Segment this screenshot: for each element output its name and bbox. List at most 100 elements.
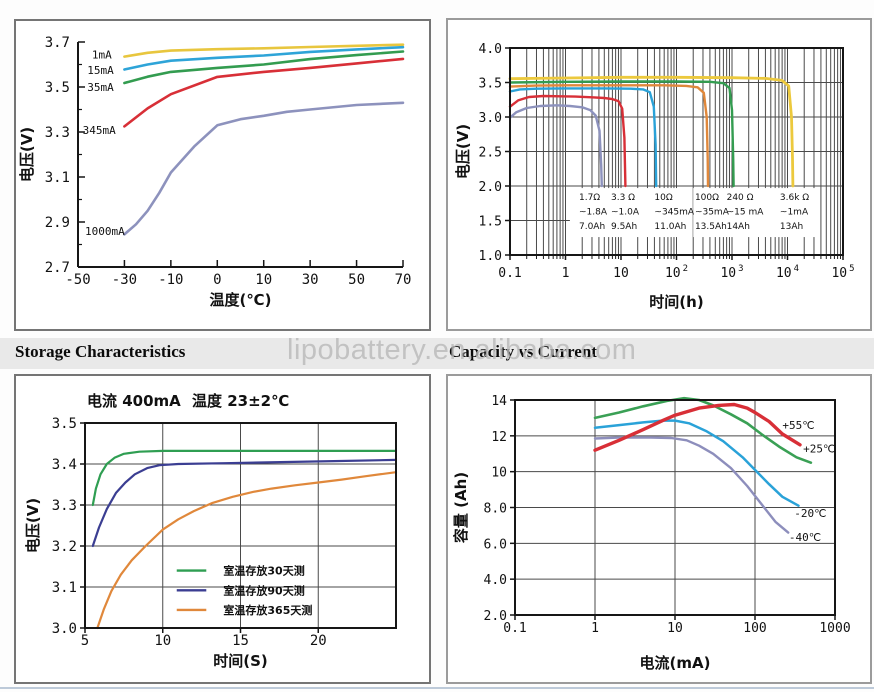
x-tick-label: 1 <box>591 621 599 636</box>
series-10Ω ~345mA <box>508 87 658 188</box>
series-1.7Ω ~1.8A <box>508 104 604 188</box>
annotation-text: ~15 mA <box>727 207 765 217</box>
series-3.3Ω ~1.0A <box>508 94 627 188</box>
x-tick-label: 1000 <box>819 621 850 636</box>
x-axis-title: 时间(h) <box>649 293 703 311</box>
y-tick-label: 8.0 <box>484 502 507 517</box>
series-15mA <box>123 45 405 71</box>
chart-discharge-time: 0.1 1 10 10 2 10 3 10 4 10 5 4.0 3.5 3.0 2.5 2.0 1.5 1.0 时… <box>454 42 855 311</box>
annotation-text: 3.6k Ω <box>780 193 809 203</box>
annotation-text: 100Ω <box>695 193 719 203</box>
series-label-35mA: 35mA <box>87 81 114 94</box>
series-240Ω ~15mA <box>508 80 735 188</box>
series-+55℃ <box>593 402 802 452</box>
series-label-+25℃: +25℃ <box>803 442 835 455</box>
y-tick-label: 14 <box>491 394 507 409</box>
chart-title-left: 电流 400mA <box>87 392 181 410</box>
chart-box-storage-characteristics: 5 10 15 20 3.5 3.4 3.3 3.2 3.1 3.0 时间(S) 电压(V) 室温存放3… <box>14 374 431 684</box>
y-axis-title: 电压(V) <box>454 124 472 179</box>
annotation-text: 7.0Ah <box>579 222 605 232</box>
y-axis-title: 电压(V) <box>18 127 36 182</box>
y-axis-title: 电压(V) <box>24 498 42 553</box>
bottom-divider <box>0 687 874 689</box>
x-axis-title: 温度(℃) <box>210 291 272 309</box>
annotation-backdrop <box>693 188 817 238</box>
chart-voltage-vs-temperature: -50 -30 -10 0 10 30 50 70 3.7 3.5 3.3 3.1 2.9 2.7 温度(℃… <box>18 35 411 309</box>
x-tick-label: -10 <box>158 272 183 288</box>
x-tick-label: 10 <box>613 266 629 281</box>
series-35mA <box>123 50 405 85</box>
series-label-15mA: 15mA <box>87 64 114 77</box>
x-tick-label: -50 <box>65 272 90 288</box>
x-tick-label: 100 <box>743 621 766 636</box>
annotation-text: 3.3 Ω <box>611 193 635 203</box>
y-tick-label: 3.0 <box>52 621 77 637</box>
y-tick-label: 2.9 <box>45 215 70 231</box>
legend-label: 室温存放30天测 <box>223 564 304 578</box>
x-tick-label: -30 <box>112 272 137 288</box>
y-tick-label: 10 <box>491 466 507 481</box>
legend-label: 室温存放90天测 <box>223 583 304 597</box>
y-tick-label: 2.0 <box>479 180 502 195</box>
y-tick-label: 3.0 <box>479 111 502 126</box>
series-label-1mA: 1mA <box>92 48 112 61</box>
chart-box-discharge-time: 0.1 1 10 10 2 10 3 10 4 10 5 4.0 3.5 3.0 2.5 2.0 1.5 1.0 时… <box>446 18 872 331</box>
x-tick-label: 10 3 <box>720 264 743 281</box>
series-100Ω ~35mA <box>508 84 710 188</box>
y-tick-label: 3.1 <box>45 170 70 186</box>
chart-box-capacity-vs-current: 0.1 1 10 100 1000 14 12 10 8.0 6.0 4.0 2.0 电流(mA) 容量 … <box>446 374 872 684</box>
annotation-text: ~1mA <box>780 207 809 217</box>
series-室温存放365天测 <box>96 471 398 630</box>
y-tick-label: 6.0 <box>484 537 507 552</box>
y-tick-label: 2.7 <box>45 260 70 276</box>
x-tick-label: 10 5 <box>831 264 854 281</box>
x-axis-title: 时间(S) <box>213 652 268 670</box>
y-tick-label: 3.3 <box>45 125 70 141</box>
annotation-text: 240 Ω <box>727 193 754 203</box>
x-tick-label: 0.1 <box>498 266 521 281</box>
x-tick-label: 10 2 <box>665 264 688 281</box>
annotation-text: 10Ω <box>654 193 672 203</box>
series--40℃ <box>593 436 790 534</box>
x-axis-title: 电流(mA) <box>640 654 711 672</box>
y-tick-label: 12 <box>491 430 507 445</box>
series--20℃ <box>593 419 800 507</box>
annotation-text: ~1.0A <box>611 207 640 217</box>
y-tick-label: 3.1 <box>52 580 77 596</box>
series-label--40℃: -40℃ <box>789 531 821 544</box>
x-tick-label: 10 4 <box>776 264 799 281</box>
x-tick-label: 20 <box>310 633 327 649</box>
y-tick-label: 4.0 <box>484 573 507 588</box>
y-tick-label: 2.0 <box>484 609 507 624</box>
y-tick-label: 1.0 <box>479 249 502 264</box>
series-label-+55℃: +55℃ <box>782 419 814 432</box>
x-tick-label: 0 <box>213 272 221 288</box>
x-tick-label: 50 <box>348 272 365 288</box>
series-label--20℃: -20℃ <box>794 507 826 520</box>
chart-title-right: 温度 23±2℃ <box>192 392 289 410</box>
series-3.6kΩ ~1mA <box>508 75 795 188</box>
y-axis-title: 容量 (Ah) <box>452 472 470 544</box>
x-tick-label: 10 <box>154 633 171 649</box>
chart-box-voltage-vs-temperature: -50 -30 -10 0 10 30 50 70 3.7 3.5 3.3 3.1 2.9 2.7 温度(℃… <box>14 19 431 331</box>
annotation-backdrop <box>569 188 691 238</box>
y-tick-label: 2.5 <box>479 146 502 161</box>
legend-label: 室温存放365天测 <box>223 603 312 617</box>
annotation-text: 1.7Ω <box>579 193 600 203</box>
annotation-text: 14Ah <box>727 222 750 232</box>
section-title-capacity-vs-current: Capacity vs Current <box>449 342 597 361</box>
series-1000mA <box>123 101 405 236</box>
series-室温存放90天测 <box>91 458 398 548</box>
y-tick-label: 1.5 <box>479 215 502 230</box>
annotation-text: 11.0Ah <box>654 222 686 232</box>
y-tick-label: 3.4 <box>52 457 77 473</box>
series-label-345mA: 345mA <box>83 124 116 137</box>
y-tick-label: 3.7 <box>45 35 70 51</box>
x-tick-label: 0.1 <box>503 621 526 636</box>
annotation-text: 9.5Ah <box>611 222 637 232</box>
series-345mA <box>123 57 405 128</box>
y-tick-label: 3.3 <box>52 498 77 514</box>
annotation-text: ~35mA <box>695 207 730 217</box>
annotation-text: ~345mA <box>654 207 694 217</box>
